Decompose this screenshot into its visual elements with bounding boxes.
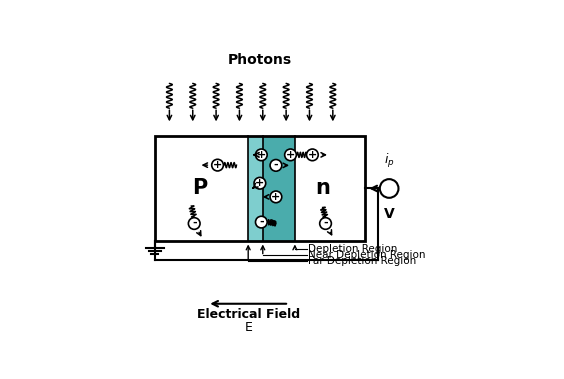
Text: Electrical Field: Electrical Field [197, 308, 299, 321]
Text: Near Depletion Region: Near Depletion Region [308, 250, 425, 260]
Circle shape [212, 159, 223, 171]
Circle shape [380, 179, 399, 198]
Text: E: E [244, 321, 252, 334]
Text: Far Depletion Region: Far Depletion Region [308, 256, 416, 266]
Circle shape [254, 177, 266, 189]
Text: +: + [255, 178, 265, 188]
Text: P: P [192, 179, 208, 199]
Text: Depletion Region: Depletion Region [308, 244, 398, 254]
Circle shape [255, 216, 267, 228]
Circle shape [270, 160, 282, 171]
Text: -: - [192, 218, 196, 228]
Text: +: + [286, 150, 295, 160]
Circle shape [307, 149, 318, 161]
Text: Photons: Photons [228, 53, 292, 67]
Circle shape [320, 218, 332, 229]
Circle shape [255, 149, 267, 161]
Circle shape [270, 191, 282, 203]
Text: $i_p$: $i_p$ [384, 152, 394, 169]
Text: +: + [213, 160, 222, 170]
Text: n: n [315, 179, 330, 199]
Bar [248, 136, 295, 241]
Text: V: V [384, 207, 395, 221]
Text: -: - [274, 160, 278, 170]
Circle shape [188, 218, 200, 229]
Text: -: - [259, 217, 263, 227]
Text: +: + [271, 192, 280, 202]
Circle shape [285, 149, 296, 161]
Text: -: - [323, 218, 328, 228]
Bar [155, 136, 365, 241]
Text: +: + [308, 150, 317, 160]
Text: +: + [257, 150, 266, 160]
Bar [263, 136, 295, 241]
